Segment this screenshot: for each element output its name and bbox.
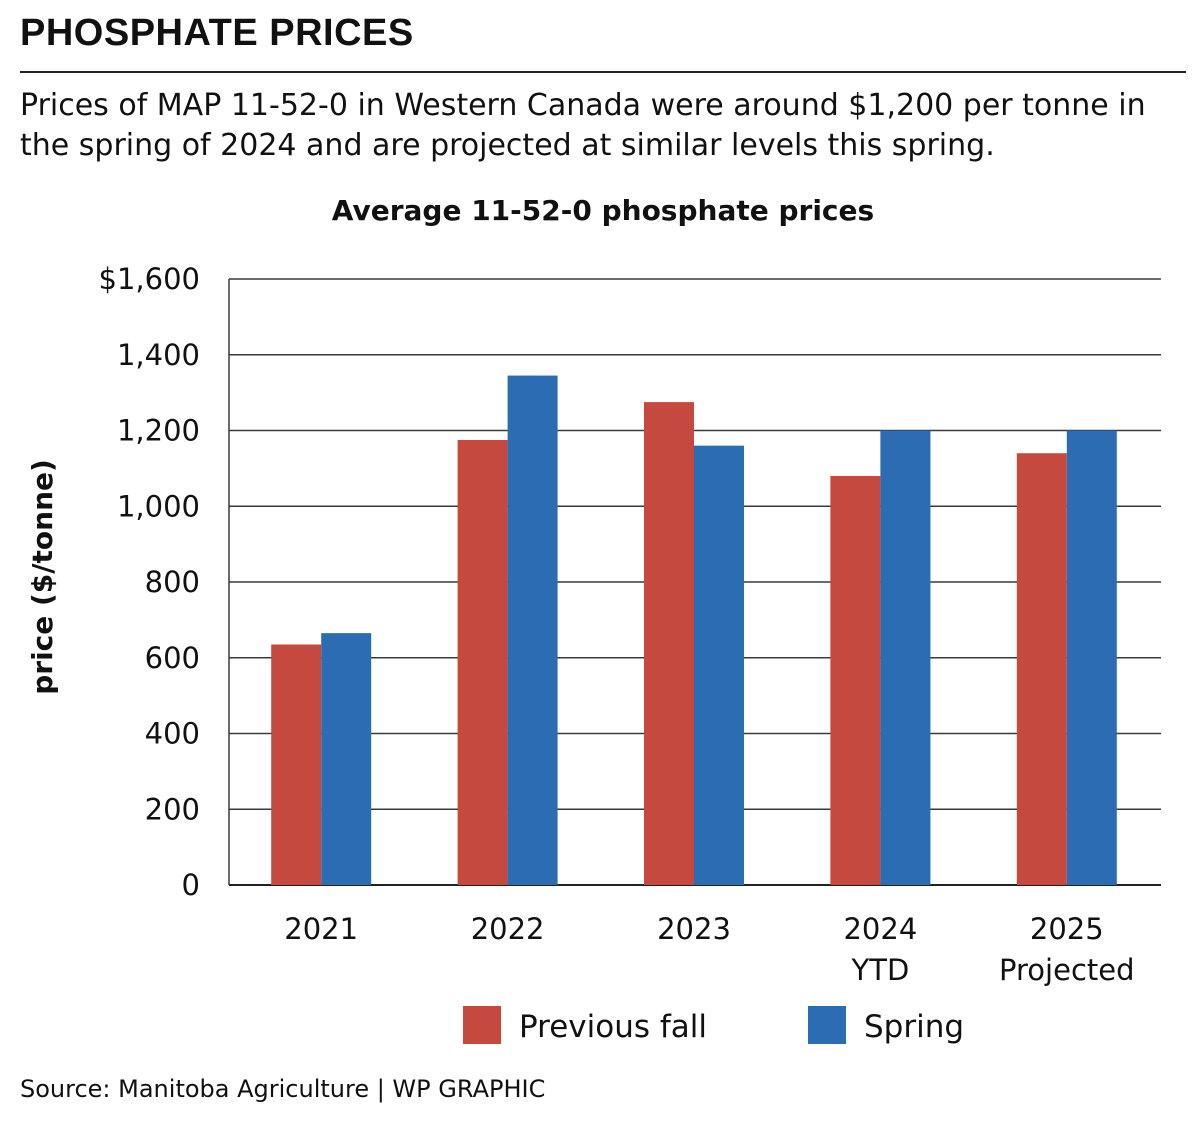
bar-chart: Average 11-52-0 phosphate prices 0 200 400… (26, 194, 1161, 1045)
legend-swatch-previous-fall (463, 1006, 501, 1044)
bars (271, 375, 1117, 885)
bar-spring (880, 430, 931, 885)
bar-previous-fall (830, 475, 881, 885)
headline-rule (20, 71, 1186, 73)
y-tick-label: 1,400 (117, 338, 200, 372)
y-axis-label: price ($/tonne) (26, 459, 59, 695)
y-tick-label: $1,600 (99, 262, 200, 296)
y-tick-label: 200 (145, 792, 200, 826)
bar-previous-fall (644, 402, 694, 885)
y-tick-label: 0 (182, 868, 200, 902)
y-tick-label: 1,200 (117, 414, 200, 448)
legend-swatch-spring (808, 1006, 846, 1044)
y-tick-label: 400 (145, 717, 200, 751)
legend-label-previous-fall: Previous fall (519, 1009, 707, 1045)
source-credit: Source: Manitoba Agriculture | WP GRAPHI… (20, 1075, 546, 1103)
y-tick-label: 800 (145, 565, 200, 599)
x-category-labels: 2021 2022 2023 2024 YTD 2025 Projected (284, 912, 1134, 987)
bar-previous-fall (1016, 453, 1067, 885)
bar-spring (321, 633, 372, 885)
bar-spring (694, 445, 744, 885)
x-category-label: 2023 (657, 912, 731, 946)
subtitle: Prices of MAP 11-52-0 in Western Canada … (20, 88, 1146, 163)
bar-previous-fall (457, 439, 508, 885)
legend-label-spring: Spring (864, 1009, 964, 1045)
x-category-label: 2022 (471, 912, 545, 946)
legend: Previous fall Spring (463, 1006, 964, 1045)
chart-title: Average 11-52-0 phosphate prices (332, 194, 874, 227)
x-category-label: 2024 YTD (843, 912, 917, 987)
headline: PHOSPHATE PRICES (20, 12, 414, 54)
y-tick-label: 1,000 (117, 489, 200, 523)
bar-previous-fall (271, 644, 322, 885)
bar-spring (1066, 430, 1117, 885)
bar-spring (507, 375, 558, 885)
x-category-label: 2021 (284, 912, 358, 946)
y-tick-labels: 0 200 400 600 800 1,000 1,200 1,400 $1,600 (99, 262, 200, 902)
x-category-label: 2025 Projected (999, 912, 1134, 987)
y-tick-label: 600 (145, 641, 200, 675)
